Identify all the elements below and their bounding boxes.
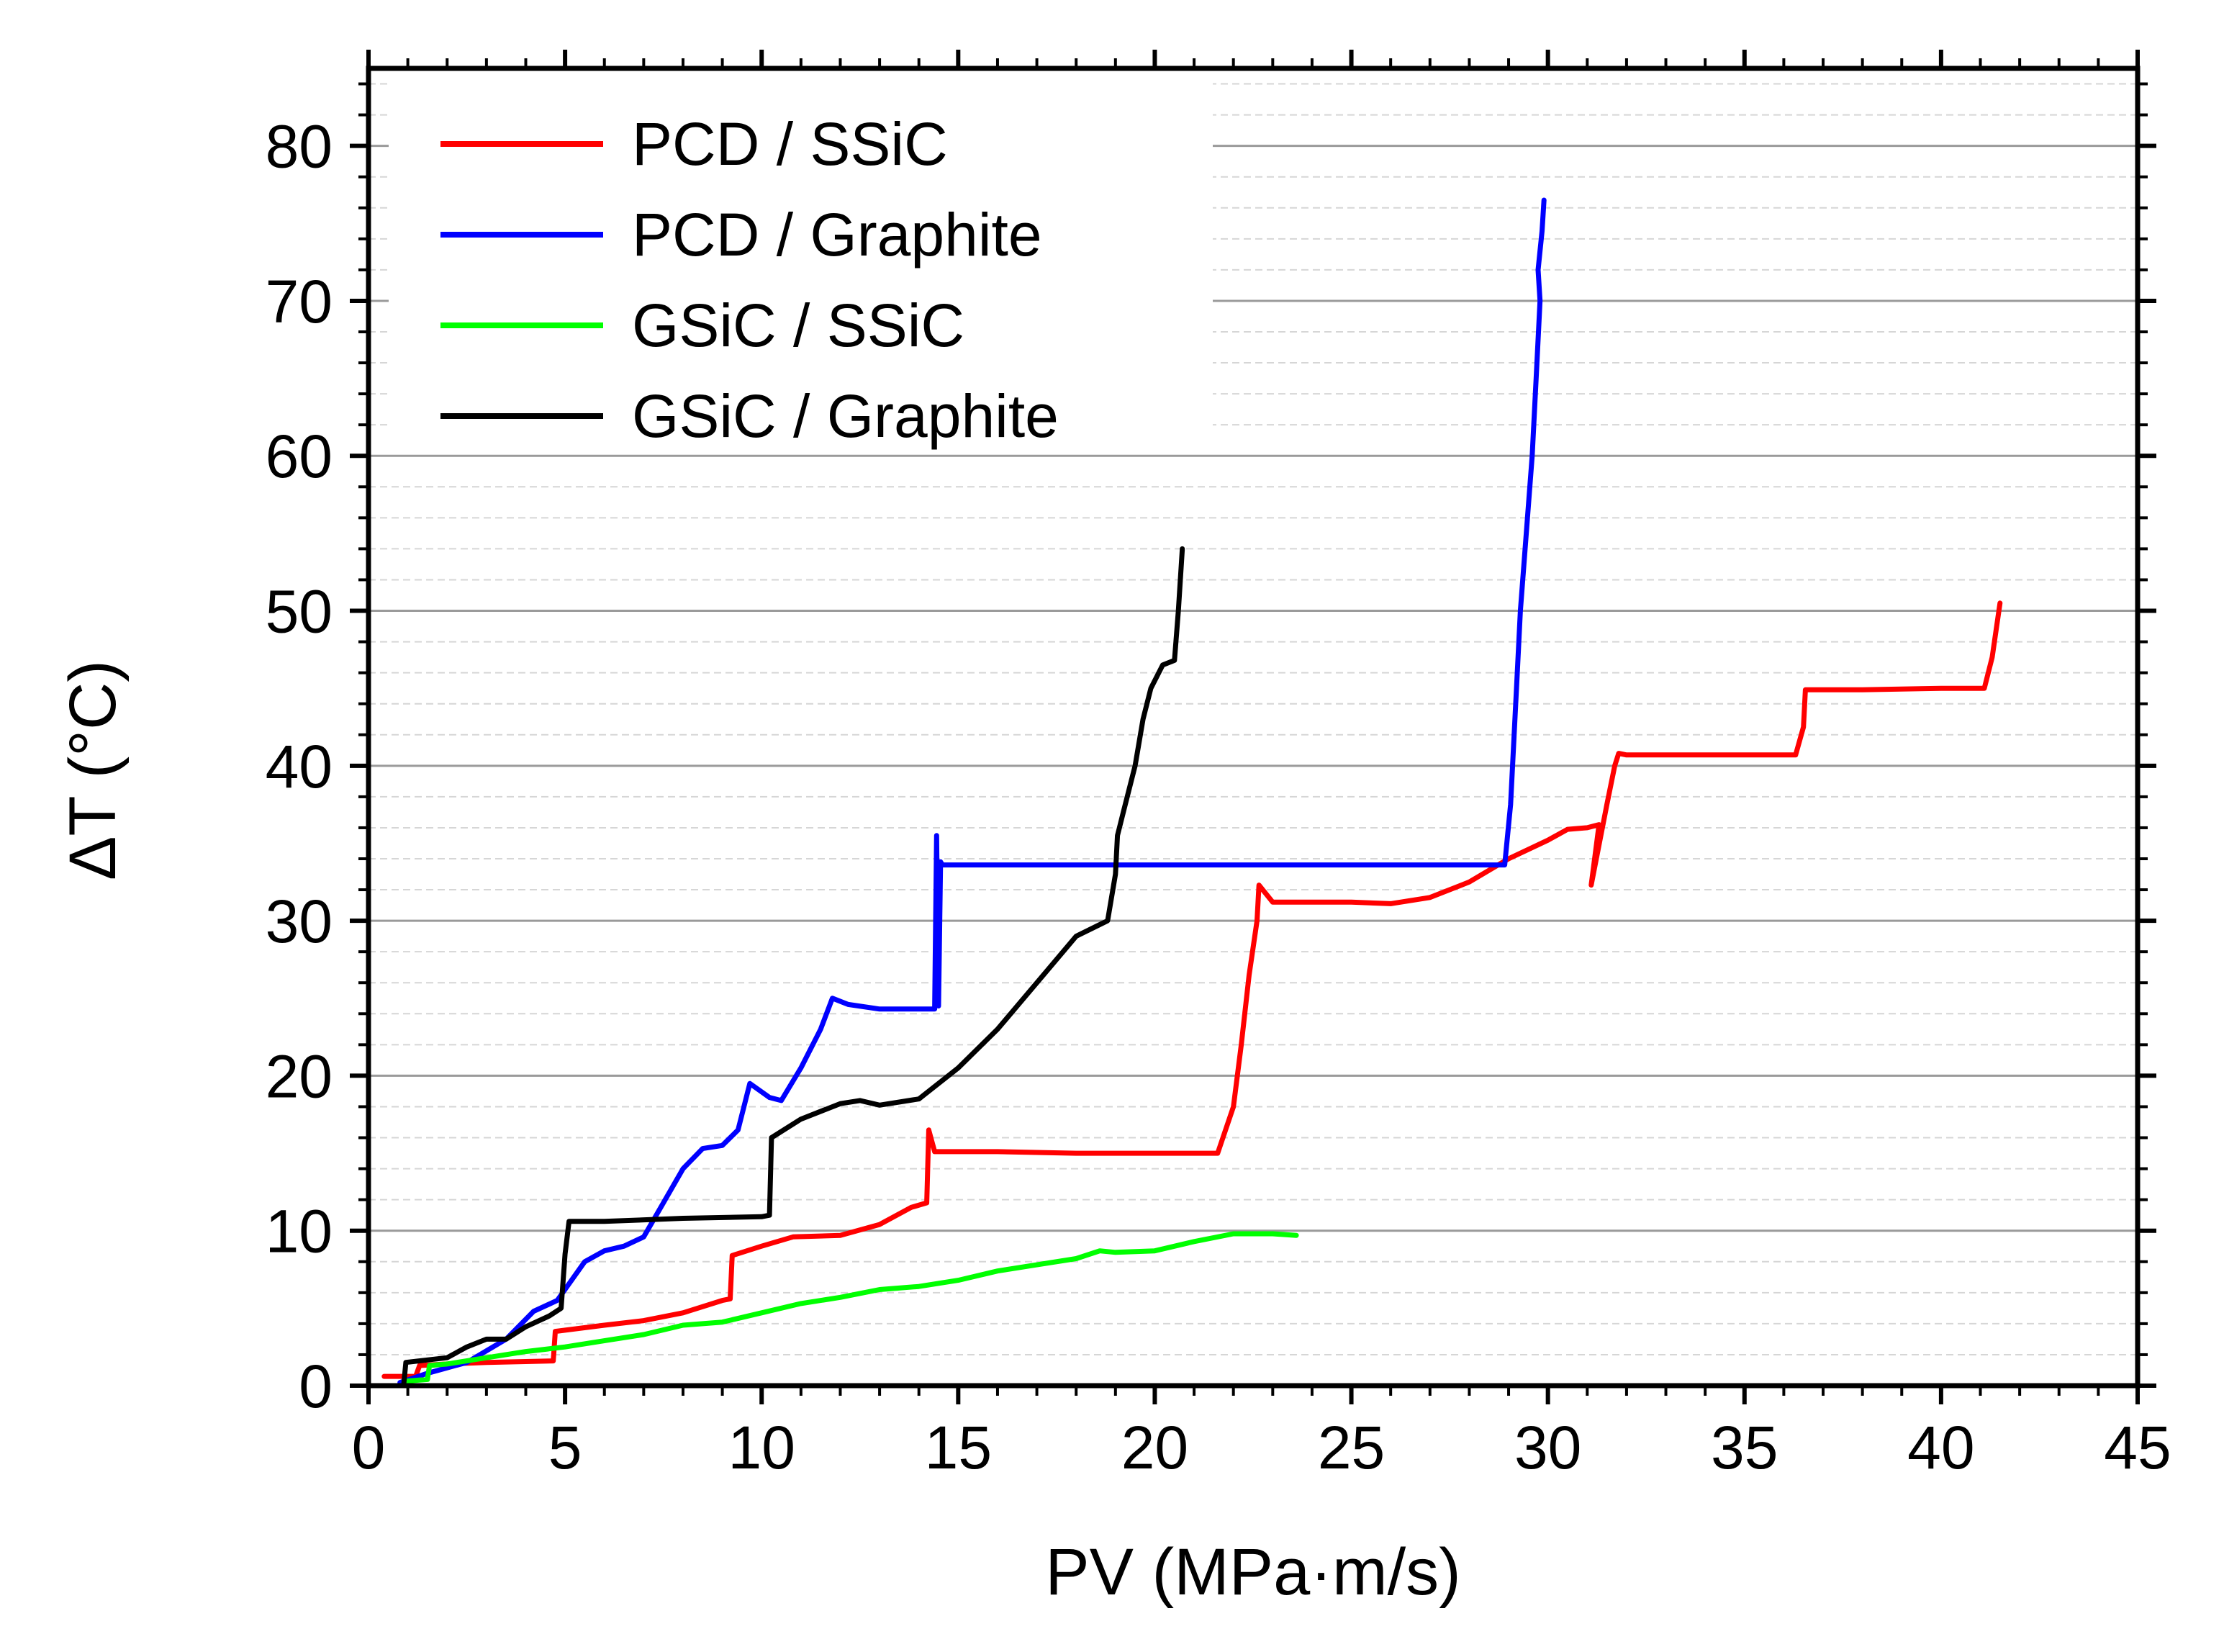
y-tick-label: 10	[266, 1198, 333, 1265]
series-line-4	[401, 546, 1185, 1386]
legend-label-2: PCD / Graphite	[632, 201, 1042, 268]
legend: PCD / SSiC PCD / Graphite GSiC / SSiC GSiC …	[440, 110, 1059, 450]
x-tick-label: 40	[1907, 1414, 1974, 1481]
y-tick-label: 80	[266, 113, 333, 181]
y-tick-label: 40	[266, 733, 333, 800]
x-tick-label: 20	[1121, 1414, 1188, 1481]
series-line-2	[397, 197, 1547, 1386]
series-line-3	[405, 1231, 1299, 1384]
series-layer	[381, 197, 2003, 1386]
plot-frame	[366, 66, 2141, 1389]
x-tick-label: 5	[548, 1414, 582, 1481]
ticks	[350, 50, 2156, 1404]
x-tick-label: 30	[1514, 1414, 1581, 1481]
y-tick-label: 70	[266, 268, 333, 335]
legend-label-3: GSiC / SSiC	[632, 292, 964, 359]
tick-labels: 0 5 10 15 20 25 30 35 40 45 0 10 20 30 40 50 60 70 80	[266, 113, 2171, 1481]
y-tick-label: 20	[266, 1042, 333, 1110]
y-tick-label: 60	[266, 423, 333, 490]
x-tick-label: 0	[352, 1414, 386, 1481]
y-tick-label: 30	[266, 888, 333, 955]
x-tick-label: 10	[728, 1414, 795, 1481]
x-tick-label: 15	[925, 1414, 992, 1481]
x-tick-label: 35	[1711, 1414, 1778, 1481]
series-line-1	[381, 600, 2003, 1379]
y-axis-title: ΔT (°C)	[56, 660, 130, 880]
legend-label-4: GSiC / Graphite	[632, 382, 1059, 450]
y-tick-label: 50	[266, 578, 333, 646]
x-tick-label: 25	[1318, 1414, 1385, 1481]
x-tick-label: 45	[2104, 1414, 2171, 1481]
y-tick-label: 0	[299, 1353, 333, 1420]
x-axis-title: PV (MPa·m/s)	[1045, 1535, 1461, 1609]
legend-label-1: PCD / SSiC	[632, 110, 948, 178]
